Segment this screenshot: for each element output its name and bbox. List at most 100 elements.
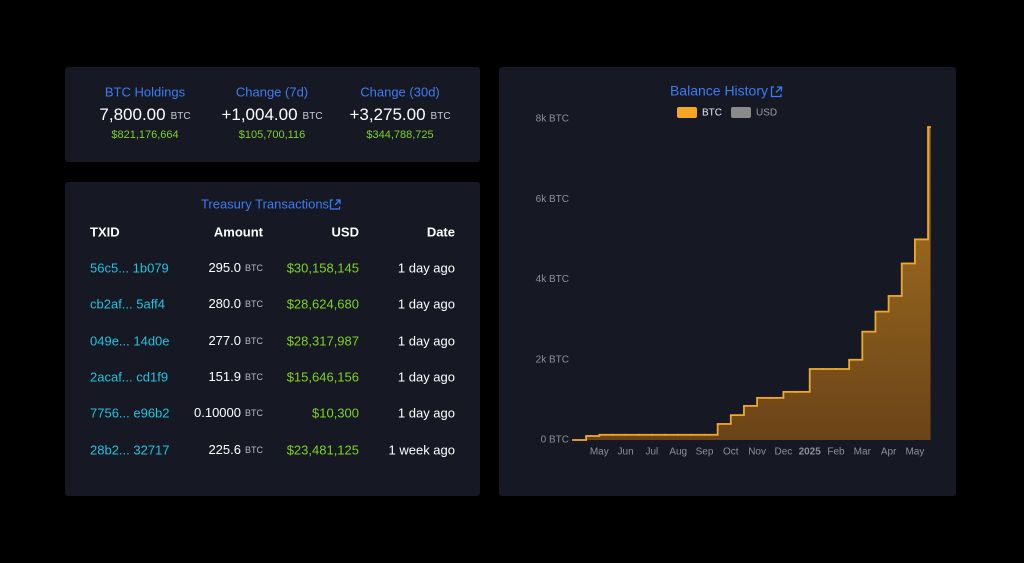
stat-label: Change (7d) (236, 84, 308, 99)
area-segment (691, 434, 705, 440)
x-tick-label: Aug (669, 447, 687, 458)
area-segment (770, 397, 784, 440)
stat-value-number: 7,800.00 (99, 105, 165, 124)
y-tick-label: 0 BTC (541, 435, 569, 446)
usd-value: $28,624,680 (287, 296, 359, 311)
txid: 049e... 14d0e (90, 333, 170, 348)
area-segment (638, 434, 653, 440)
chart-title[interactable]: Balance History (670, 83, 768, 99)
x-tick-label: Mar (854, 447, 872, 458)
area-segment (625, 434, 640, 440)
stat-value-unit: BTC (431, 111, 451, 122)
area-segment (612, 434, 627, 440)
y-tick-label: 6k BTC (536, 194, 569, 205)
area-segment (836, 368, 850, 440)
usd-value: $30,158,145 (287, 260, 359, 275)
x-tick-label: Oct (723, 447, 739, 458)
stat-value-unit: BTC (171, 111, 191, 122)
y-tick-label: 8k BTC (536, 114, 569, 125)
stat-usd: $105,700,116 (239, 129, 305, 141)
stat-value: +1,004.00 BTC (221, 105, 322, 124)
amount-unit: BTC (245, 263, 264, 273)
column-header: Amount (214, 224, 264, 239)
y-tick-label: 2k BTC (536, 354, 569, 365)
amount-number: 151.9 (208, 369, 241, 384)
date: 1 day ago (398, 260, 455, 275)
area-segment (928, 127, 931, 441)
stat-value-number: +1,004.00 (221, 105, 297, 124)
x-tick-label: May (905, 447, 924, 458)
area-segment (783, 391, 798, 440)
stat-value: +3,275.00 BTC (349, 105, 450, 124)
area-segment (599, 434, 613, 440)
amount-unit: BTC (245, 408, 264, 418)
x-tick-label: 2025 (799, 447, 822, 458)
txid: 28b2... 32717 (90, 442, 170, 457)
amount-number: 225.6 (208, 442, 241, 457)
area-segment (717, 423, 732, 440)
area-segment (849, 359, 863, 440)
amount: 151.9 BTC (208, 369, 263, 384)
x-tick-label: Nov (748, 447, 766, 458)
date: 1 day ago (398, 296, 455, 311)
area-segment (704, 434, 719, 440)
stat-label: BTC Holdings (105, 84, 186, 99)
amount-unit: BTC (245, 336, 264, 346)
date: 1 day ago (398, 369, 455, 384)
area-segment (678, 434, 692, 440)
area-segment (757, 397, 771, 440)
amount-number: 280.0 (208, 296, 241, 311)
area-segment (730, 415, 745, 440)
txid: 2acaf... cd1f9 (90, 369, 168, 384)
stat-value-unit: BTC (303, 111, 323, 122)
legend-label: USD (756, 108, 777, 119)
area-segment (901, 263, 916, 440)
legend-swatch (731, 107, 751, 118)
x-tick-label: Apr (881, 447, 897, 458)
txid: 56c5... 1b079 (90, 260, 169, 275)
area-segment (809, 368, 824, 440)
legend-swatch (677, 107, 697, 118)
stat-usd: $344,788,725 (366, 129, 433, 141)
stat-usd: $821,176,664 (111, 129, 178, 141)
column-header: TXID (90, 224, 120, 239)
amount: 0.10000 BTC (194, 405, 264, 420)
x-tick-label: Sep (696, 447, 714, 458)
x-tick-label: May (590, 447, 609, 458)
area-segment (888, 295, 903, 440)
date: 1 week ago (389, 442, 456, 457)
area-segment (875, 311, 890, 440)
area-segment (822, 368, 837, 440)
column-header: USD (332, 224, 359, 239)
legend-label: BTC (702, 108, 722, 119)
stat-value: 7,800.00 BTC (99, 105, 190, 124)
external-link-icon[interactable] (329, 199, 341, 210)
transactions-panel (65, 182, 480, 496)
area-segment (796, 391, 811, 440)
external-link-icon[interactable] (770, 86, 783, 98)
txid: 7756... e96b2 (90, 405, 170, 420)
usd-value: $10,300 (312, 405, 359, 420)
amount: 280.0 BTC (208, 296, 263, 311)
y-tick-label: 4k BTC (536, 274, 569, 285)
x-tick-label: Feb (827, 447, 845, 458)
amount: 277.0 BTC (208, 333, 263, 348)
date: 1 day ago (398, 405, 455, 420)
amount: 295.0 BTC (208, 260, 263, 275)
stats-panel (65, 67, 480, 162)
table-title[interactable]: Treasury Transactions (201, 196, 330, 211)
amount-unit: BTC (245, 445, 264, 455)
amount-unit: BTC (245, 372, 264, 382)
amount-number: 277.0 (208, 333, 241, 348)
column-header: Date (427, 224, 455, 239)
stat-value-number: +3,275.00 (349, 105, 425, 124)
amount: 225.6 BTC (208, 442, 263, 457)
area-segment (914, 239, 929, 440)
stat-label: Change (30d) (360, 84, 440, 99)
x-tick-label: Jul (646, 447, 659, 458)
usd-value: $23,481,125 (287, 442, 359, 457)
date: 1 day ago (398, 333, 455, 348)
x-tick-label: Dec (775, 447, 793, 458)
